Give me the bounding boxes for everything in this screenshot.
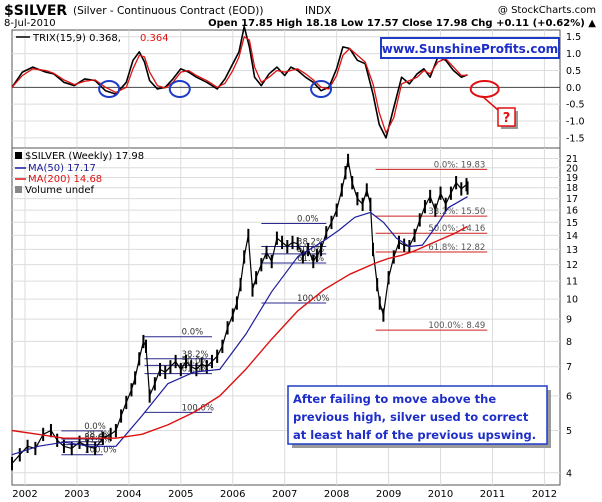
x-axis-year-label: 2012 bbox=[532, 489, 557, 500]
x-axis-year-label: 2005 bbox=[168, 489, 193, 500]
trix-signal-legend-label: 0.364 bbox=[140, 33, 169, 44]
trix-legend: TRIX(15,9) 0.368, 0.364 bbox=[16, 33, 169, 44]
price-tick-label: 5 bbox=[566, 426, 572, 437]
price-tick-label: 11 bbox=[566, 277, 578, 288]
price-tick-label: 9 bbox=[566, 315, 572, 326]
fib-level-label: 38.2% bbox=[297, 238, 324, 248]
website-label: www.SunshineProfits.com bbox=[382, 42, 558, 56]
trix-red-circle bbox=[469, 80, 500, 98]
price-tick-label: 8 bbox=[566, 337, 572, 348]
price-tick-label: 16 bbox=[566, 206, 578, 217]
trix-tick-label: -1.0 bbox=[566, 117, 585, 128]
ma50-line bbox=[11, 196, 468, 456]
x-axis-year-label: 2010 bbox=[428, 489, 453, 500]
trix-line bbox=[11, 25, 468, 139]
ma200-legend-label: MA(200) 14.68 bbox=[28, 174, 102, 185]
price-tick-label: 17 bbox=[566, 194, 578, 205]
question-mark: ? bbox=[503, 111, 511, 126]
trix-blue-circle bbox=[98, 80, 121, 98]
trix-blue-circle bbox=[168, 80, 191, 98]
chart-quote: Open 17.85 High 18.18 Low 17.57 Close 17… bbox=[208, 18, 596, 29]
fib-level-label: 0.0%: 19.83 bbox=[434, 160, 486, 170]
callout-box-frame bbox=[287, 385, 548, 445]
price-tick-label: 19 bbox=[566, 173, 578, 184]
silver-price-line bbox=[11, 159, 469, 464]
x-axis-year-label: 2009 bbox=[376, 489, 401, 500]
price-tick-label: 18 bbox=[566, 183, 578, 194]
website-box: www.SunshineProfits.com bbox=[380, 37, 560, 59]
callout-line-3: at least half of the previous upswing. bbox=[293, 428, 536, 442]
chart-symbol: $SILVER bbox=[4, 3, 67, 19]
fib-level-label: 61.8%: 12.82 bbox=[428, 243, 485, 253]
chart-exchange: INDX bbox=[305, 5, 331, 17]
price-tick-label: 12 bbox=[566, 260, 578, 271]
chart-date: 8-Jul-2010 bbox=[4, 18, 56, 29]
volume-legend-swatch bbox=[15, 186, 22, 193]
question-pointer bbox=[481, 95, 499, 111]
price-tick-label: 6 bbox=[566, 391, 572, 402]
trix-tick-label: 0.5 bbox=[566, 66, 581, 77]
volume-legend-label: Volume undef bbox=[25, 185, 95, 196]
website-box-frame bbox=[380, 37, 560, 59]
price-legend: $SILVER (Weekly) 17.98 MA(50) 17.17 MA(2… bbox=[15, 151, 144, 196]
price-tick-label: 13 bbox=[566, 245, 578, 256]
trix-circles bbox=[98, 80, 500, 98]
callout-line-2: previous high, silver used to correct bbox=[293, 410, 529, 424]
chart-header: $SILVER (Silver - Continuous Contract (E… bbox=[4, 3, 596, 29]
chart-instrument-name: (Silver - Continuous Contract (EOD)) bbox=[73, 5, 263, 17]
price-tick-label: 7 bbox=[566, 362, 572, 373]
fib-level-label: 50.0%: 14.16 bbox=[428, 224, 485, 234]
fib-level-label: 38.2% bbox=[182, 350, 209, 360]
callout-box: After failing to move above the previous… bbox=[287, 385, 551, 448]
trix-lines bbox=[11, 25, 468, 139]
fib-level-label: 38.2% bbox=[84, 430, 111, 440]
question-callout: ? bbox=[481, 95, 518, 129]
x-axis-labels: 2002 2003 2004 2005 2006 2007 2008 2009 2010 2011… bbox=[12, 489, 557, 500]
fib-level-label: 100.0%: 8.49 bbox=[428, 321, 485, 331]
fib-level-label: 50.0% bbox=[297, 245, 324, 255]
trix-blue-circle bbox=[310, 80, 333, 98]
trix-tick-label: -1.5 bbox=[566, 133, 585, 144]
x-axis-year-label: 2006 bbox=[220, 489, 245, 500]
fib-level-label: 0.0% bbox=[182, 328, 204, 338]
price-series bbox=[11, 153, 469, 471]
fib-level-label: 100.0% bbox=[84, 446, 116, 456]
x-axis-year-label: 2008 bbox=[324, 489, 349, 500]
fib-level-label: 61.8% bbox=[84, 436, 111, 446]
x-axis-year-label: 2011 bbox=[480, 489, 505, 500]
chart-copyright: @ StockCharts.com bbox=[498, 5, 596, 16]
fib-level-label: 61.8% bbox=[182, 365, 209, 375]
trix-tick-label: 0.0 bbox=[566, 83, 581, 94]
price-legend-label: $SILVER (Weekly) 17.98 bbox=[25, 151, 144, 162]
x-axis-year-label: 2002 bbox=[12, 489, 37, 500]
x-axis-year-label: 2004 bbox=[116, 489, 141, 500]
ma50-legend-label: MA(50) 17.17 bbox=[28, 163, 96, 174]
callout-line-1: After failing to move above the bbox=[293, 392, 496, 406]
price-tick-label: 20 bbox=[566, 163, 578, 174]
trix-axis-ticks: 1.5 1.0 0.5 0.0 -0.5 -1.0 -1.5 bbox=[566, 32, 585, 144]
fib-level-label: 0.0% bbox=[84, 422, 106, 432]
fib-level-label: 100.0% bbox=[182, 403, 214, 413]
price-tick-label: 4 bbox=[566, 468, 572, 479]
price-tick-label: 21 bbox=[566, 154, 578, 165]
price-legend-swatch bbox=[15, 152, 22, 159]
fib-level-label: 61.8% bbox=[297, 254, 324, 264]
question-box bbox=[497, 107, 516, 127]
trix-signal-line bbox=[11, 36, 468, 134]
trix-tick-label: -0.5 bbox=[566, 100, 585, 111]
x-axis-year-label: 2007 bbox=[272, 489, 297, 500]
price-tick-label: 10 bbox=[566, 295, 578, 306]
trix-legend-label: TRIX(15,9) 0.368, bbox=[32, 33, 121, 44]
fib-level-label: 0.0% bbox=[297, 215, 319, 225]
fib-level-label: 38.2%: 15.50 bbox=[428, 207, 485, 217]
price-tick-label: 15 bbox=[566, 218, 578, 229]
price-tick-label: 14 bbox=[566, 231, 578, 242]
fib-level-label: 50.0% bbox=[182, 356, 209, 366]
trix-tick-label: 1.0 bbox=[566, 49, 581, 60]
ma200-line bbox=[11, 225, 468, 439]
trix-tick-label: 1.5 bbox=[566, 32, 581, 43]
x-axis-year-label: 2003 bbox=[64, 489, 89, 500]
